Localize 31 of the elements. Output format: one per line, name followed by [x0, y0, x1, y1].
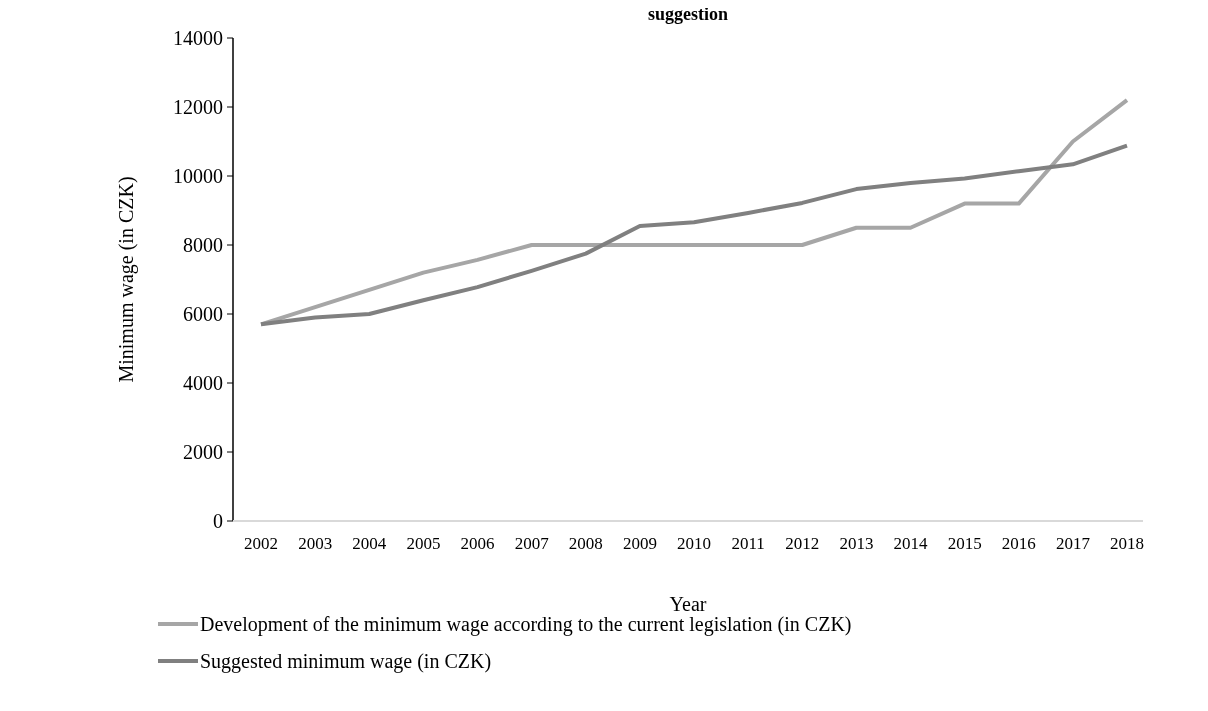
y-tick-label: 8000 [183, 234, 223, 256]
legend-label: Suggested minimum wage (in CZK) [200, 650, 492, 673]
x-tick-label: 2014 [893, 534, 928, 553]
x-tick-label: 2012 [785, 534, 820, 553]
y-tick-label: 12000 [173, 96, 223, 118]
y-tick-label: 0 [213, 510, 223, 532]
x-tick-label: 2009 [622, 534, 657, 553]
y-tick-label: 6000 [183, 303, 223, 325]
x-tick-label: 2002 [244, 534, 278, 553]
line-series [259, 143, 1129, 327]
x-tick-label: 2018 [1110, 534, 1144, 553]
x-tick-label: 2011 [731, 534, 765, 553]
x-tick-label: 2004 [352, 534, 387, 553]
chart-title: suggestion [647, 4, 729, 24]
x-tick-label: 2005 [406, 534, 441, 553]
x-tick-label: 2003 [298, 534, 333, 553]
y-tick-label: 2000 [183, 441, 223, 463]
x-tick-label: 2006 [460, 534, 495, 553]
y-tick-label: 14000 [173, 27, 223, 49]
y-tick-label: 10000 [173, 165, 223, 187]
x-tick-label: 2017 [1055, 534, 1091, 553]
x-tick-label: 2008 [568, 534, 603, 553]
x-axis-title: Year [669, 593, 707, 615]
legend-label: Development of the minimum wage according to the current legislation (in CZK) [200, 613, 852, 636]
y-axis-title: Minimum wage (in CZK) [115, 176, 138, 383]
x-tick-label: 2013 [839, 534, 874, 553]
x-tick-label: 2007 [514, 534, 550, 553]
x-tick-label: 2015 [947, 534, 982, 553]
y-tick-label: 4000 [183, 372, 223, 394]
x-tick-label: 2016 [1001, 534, 1036, 553]
x-tick-label: 2010 [677, 534, 711, 553]
